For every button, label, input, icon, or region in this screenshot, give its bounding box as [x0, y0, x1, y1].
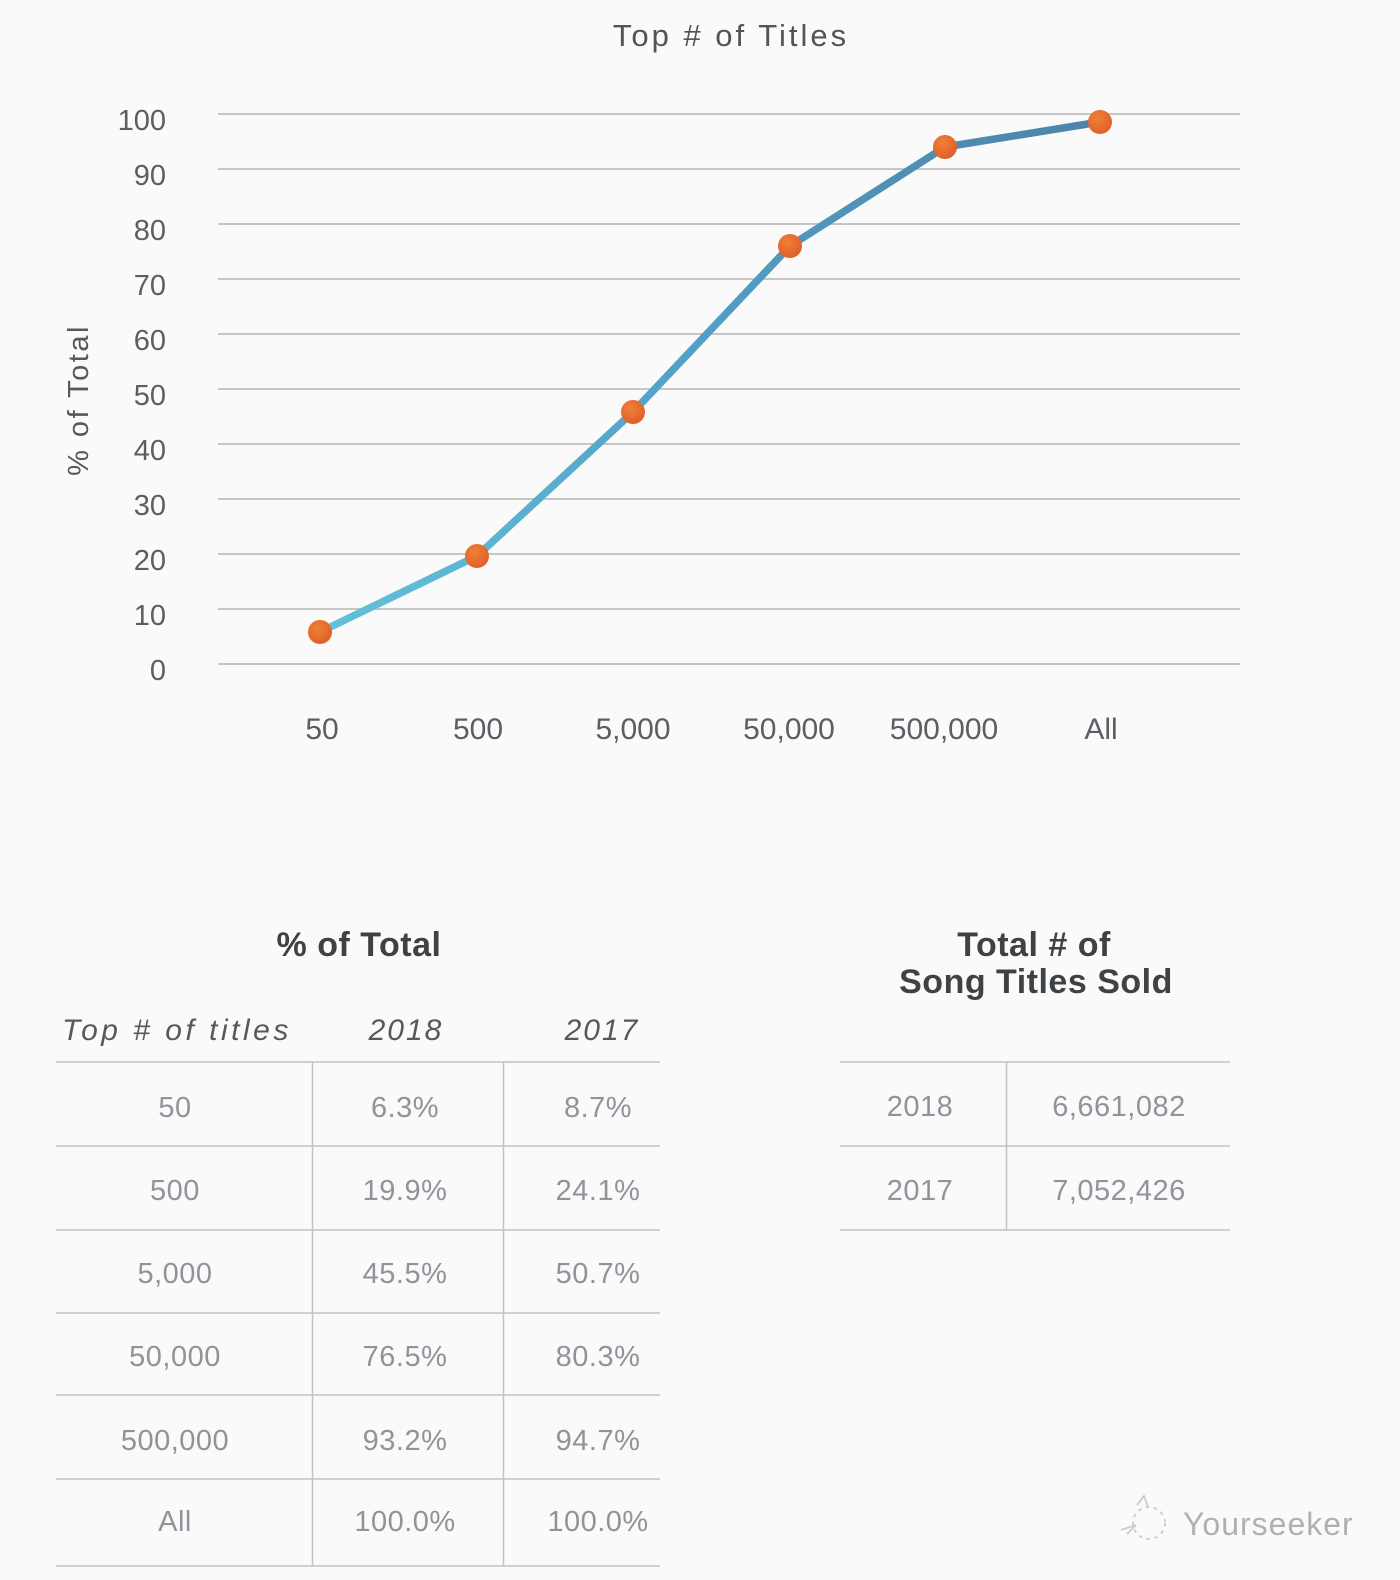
svg-text:5,000: 5,000 [137, 1258, 212, 1290]
svg-text:100: 100 [118, 105, 166, 137]
svg-text:50: 50 [158, 1092, 191, 1124]
svg-text:45.5%: 45.5% [363, 1258, 448, 1290]
svg-text:30: 30 [134, 490, 166, 522]
svg-text:Top # of Titles: Top # of Titles [613, 18, 849, 53]
svg-text:20: 20 [134, 545, 166, 577]
svg-text:All: All [1084, 713, 1117, 746]
svg-text:8.7%: 8.7% [564, 1092, 632, 1124]
svg-text:19.9%: 19.9% [363, 1175, 448, 1207]
svg-text:40: 40 [134, 435, 166, 467]
svg-text:50.7%: 50.7% [556, 1258, 641, 1290]
svg-text:500,000: 500,000 [890, 713, 998, 746]
svg-text:90: 90 [134, 160, 166, 192]
svg-text:94.7%: 94.7% [556, 1425, 641, 1457]
svg-text:2017: 2017 [564, 1014, 640, 1047]
svg-text:7,052,426: 7,052,426 [1052, 1175, 1186, 1207]
svg-text:50,000: 50,000 [743, 713, 835, 746]
svg-text:24.1%: 24.1% [556, 1175, 641, 1207]
svg-text:2018: 2018 [887, 1091, 954, 1123]
svg-text:76.5%: 76.5% [363, 1341, 448, 1373]
svg-text:60: 60 [134, 325, 166, 357]
svg-text:50: 50 [305, 713, 338, 746]
svg-text:500,000: 500,000 [121, 1425, 229, 1457]
svg-text:100.0%: 100.0% [354, 1506, 455, 1538]
svg-text:500: 500 [150, 1175, 200, 1207]
svg-text:Total # of: Total # of [957, 926, 1111, 964]
svg-text:500: 500 [453, 713, 503, 746]
svg-text:Song Titles Sold: Song Titles Sold [899, 963, 1173, 1001]
svg-text:% of Total: % of Total [277, 926, 442, 964]
svg-text:6,661,082: 6,661,082 [1052, 1091, 1186, 1123]
svg-text:50: 50 [134, 380, 166, 412]
svg-text:% of Total: % of Total [63, 324, 95, 476]
svg-text:100.0%: 100.0% [547, 1506, 648, 1538]
svg-text:2018: 2018 [368, 1014, 444, 1047]
svg-text:Yourseeker: Yourseeker [1183, 1506, 1354, 1542]
svg-text:6.3%: 6.3% [371, 1092, 439, 1124]
svg-text:50,000: 50,000 [129, 1341, 221, 1373]
svg-text:80.3%: 80.3% [556, 1341, 641, 1373]
svg-text:All: All [158, 1506, 192, 1538]
svg-text:70: 70 [134, 270, 166, 302]
svg-text:10: 10 [134, 600, 166, 632]
svg-text:80: 80 [134, 215, 166, 247]
svg-text:0: 0 [150, 655, 166, 687]
svg-text:93.2%: 93.2% [363, 1425, 448, 1457]
svg-text:5,000: 5,000 [595, 713, 670, 746]
svg-text:2017: 2017 [887, 1175, 954, 1207]
svg-text:Top # of titles: Top # of titles [62, 1014, 292, 1047]
